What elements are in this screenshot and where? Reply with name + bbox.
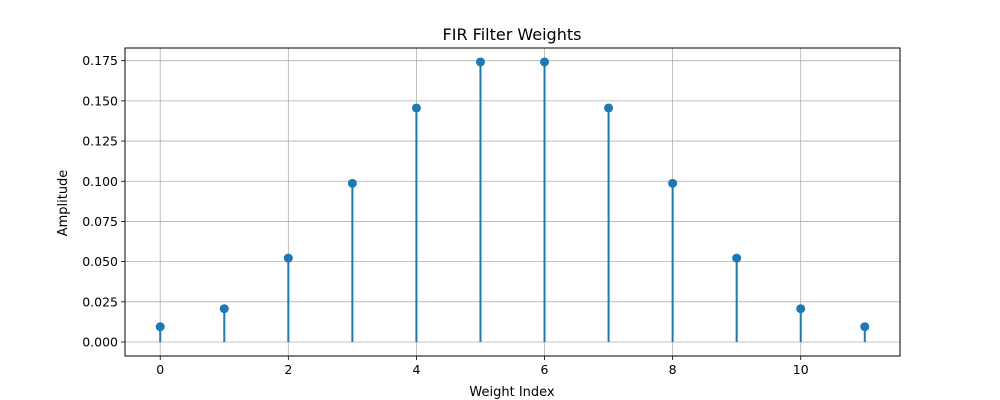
stem-marker: [604, 103, 614, 113]
stem-marker: [796, 304, 806, 314]
x-tick-label: 6: [541, 362, 549, 377]
y-tick-label: 0.150: [82, 93, 118, 108]
x-tick-label: 4: [412, 362, 420, 377]
plot-area-frame: [124, 47, 901, 357]
y-tick-label: 0.050: [82, 254, 118, 269]
x-axis-label: Weight Index: [469, 385, 555, 400]
y-tick-label: 0.100: [82, 174, 118, 189]
chart-title: FIR Filter Weights: [443, 25, 582, 44]
stem-marker: [219, 304, 229, 314]
stem-marker: [540, 57, 550, 67]
y-axis-label: Amplitude: [56, 170, 71, 237]
y-tick-label: 0.075: [82, 214, 118, 229]
markers: [155, 57, 870, 332]
x-tick-label: 10: [793, 362, 809, 377]
y-tick-label: 0.175: [82, 53, 118, 68]
ticks: 0 2 4 6 8 10 0.000 0.025 0.050 0.075 0.100 0.125 0.1…: [82, 53, 809, 377]
y-tick-label: 0.125: [82, 134, 118, 149]
stem-marker: [283, 253, 293, 263]
x-tick-label: 0: [156, 362, 164, 377]
stem-marker: [155, 322, 165, 332]
x-tick-label: 8: [669, 362, 677, 377]
x-tick-label: 2: [284, 362, 292, 377]
y-tick-label: 0.025: [82, 294, 118, 309]
y-tick-label: 0.000: [82, 335, 118, 350]
stem-marker: [475, 57, 485, 67]
stem-marker: [411, 103, 421, 113]
stem-marker: [347, 178, 357, 188]
grid: [125, 48, 900, 356]
stems: [159, 61, 866, 343]
stem-marker: [860, 322, 870, 332]
stem-marker: [732, 253, 742, 263]
stem-marker: [668, 178, 678, 188]
